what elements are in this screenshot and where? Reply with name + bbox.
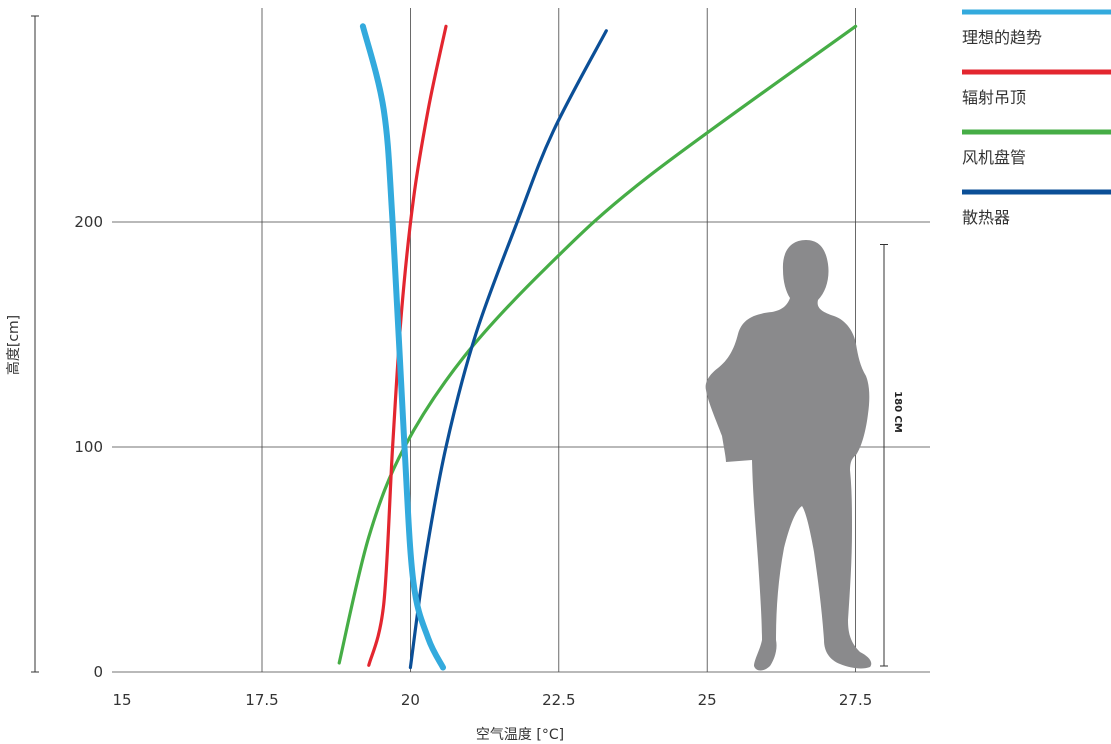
legend-label: 理想的趋势 xyxy=(962,28,1042,47)
x-tick-label: 20 xyxy=(401,691,420,709)
x-tick-label: 22.5 xyxy=(542,691,575,709)
x-tick-label: 27.5 xyxy=(839,691,872,709)
series-line xyxy=(408,29,608,670)
legend-label: 散热器 xyxy=(962,208,1010,227)
x-tick-label: 25 xyxy=(698,691,717,709)
legend-label: 辐射吊顶 xyxy=(962,88,1026,107)
x-tick-label: 15 xyxy=(112,691,131,709)
legend-label: 风机盘管 xyxy=(962,148,1026,167)
y-axis-title: 高度[cm] xyxy=(5,315,22,375)
y-tick-label: 0 xyxy=(93,663,103,681)
height-annotation: 180 CM xyxy=(880,244,903,667)
series-line xyxy=(359,23,446,671)
y-tick-label: 200 xyxy=(74,213,103,231)
x-axis-title: 空气温度 [°C] xyxy=(476,727,564,743)
human-silhouette-group xyxy=(705,240,872,671)
series-line xyxy=(367,24,448,667)
y-tick-label: 100 xyxy=(74,438,103,456)
x-tick-label: 17.5 xyxy=(245,691,278,709)
annotation-label: 180 CM xyxy=(892,391,903,433)
axes: 15 17.5 20 22.5 25 27.5 0 100 200 xyxy=(31,15,872,709)
human-silhouette xyxy=(705,240,872,671)
series-line xyxy=(337,24,858,665)
series-lines xyxy=(337,23,858,671)
